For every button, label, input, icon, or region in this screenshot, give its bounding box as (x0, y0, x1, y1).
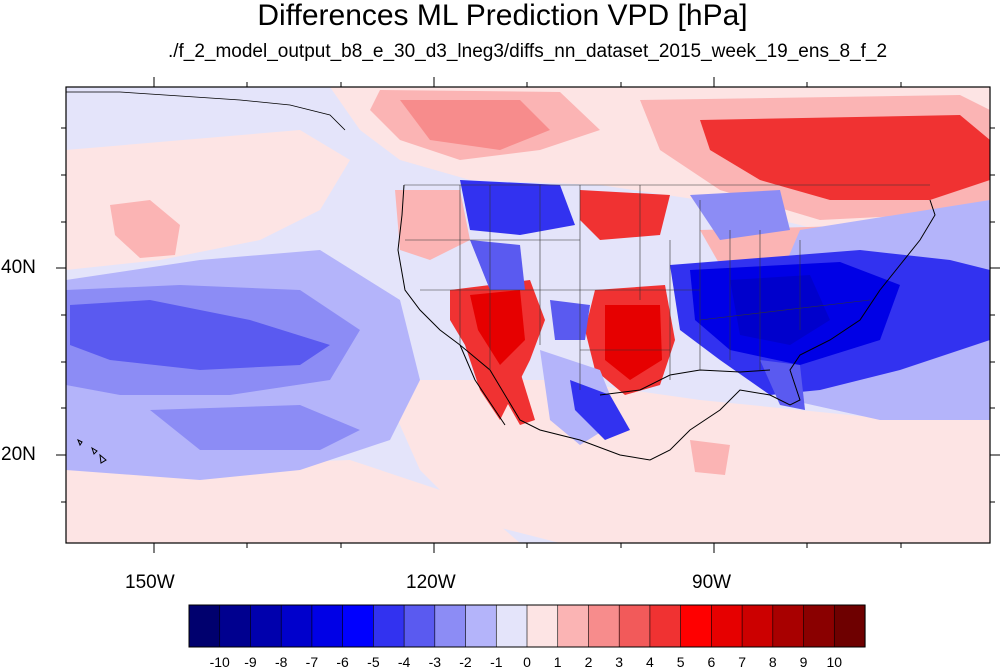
red-southwest-core (470, 290, 525, 365)
blue-rocky (470, 240, 525, 290)
red-canada-west (400, 100, 550, 150)
north-america-coastline (397, 184, 936, 461)
map-title: Differences ML Prediction VPD [hPa] (257, 0, 748, 32)
colorbar-tick-label: 5 (676, 654, 685, 670)
colorbar-swatch (803, 604, 835, 648)
colorbar-swatch (526, 604, 559, 648)
map-subtitle: ./f_2_model_output_b8_e_30_d3_lneg3/diff… (167, 41, 888, 62)
lon-minor-ticks (246, 82, 902, 548)
colorbar-tick-label: -2 (459, 654, 472, 670)
colorbar-swatch (495, 604, 528, 648)
colorbar-tick-label: 6 (707, 654, 716, 670)
blue-mexico-strip (570, 380, 630, 440)
colorbar-swatch (588, 604, 620, 648)
alaska-coast (66, 91, 346, 131)
lon-major-ticks (153, 77, 715, 553)
blue-pacific-core (70, 300, 330, 370)
hawaii-islands (77, 438, 107, 464)
colorbar-swatch (557, 604, 590, 648)
colorbar-tick-label: 2 (584, 654, 593, 670)
colorbar-swatch (280, 604, 313, 648)
lat-label-40n: 40N (1, 257, 36, 278)
colorbar-tick-label: -5 (367, 654, 380, 670)
lat-major-ticks (56, 267, 1000, 456)
blue-new-mexico (550, 300, 590, 340)
colorbar-tick-label: -6 (336, 654, 349, 670)
light-red-mexico (690, 440, 730, 475)
colorbar (188, 604, 866, 648)
colorbar-tick-label: 7 (738, 654, 746, 670)
gulf-coast (599, 369, 771, 396)
colorbar-swatch (250, 604, 282, 648)
colorbar-swatch (311, 604, 344, 648)
colorbar-tick-label: -9 (244, 654, 257, 670)
colorbar-tick-label: 1 (553, 654, 562, 670)
colorbar-tick-label: -4 (397, 654, 411, 670)
colorbar-tick-label: -8 (274, 654, 288, 670)
colorbar-tick-label: 3 (615, 654, 624, 670)
red-northern-plains (580, 190, 670, 240)
lat-minor-ticks (61, 127, 995, 503)
light-blue-pacific-lower (150, 405, 360, 450)
colorbar-swatch (618, 604, 651, 648)
blue-southeast-deep (730, 275, 830, 345)
blue-florida (760, 360, 805, 410)
colorbar-tick-label: -3 (428, 654, 442, 670)
colorbar-frame (188, 604, 866, 648)
colorbar-tick-label: -7 (305, 654, 319, 670)
colorbar-tick-label: -1 (490, 654, 503, 670)
red-canada-center (700, 115, 990, 200)
colorbar-tick-label: 8 (768, 654, 777, 670)
state-borders (404, 184, 930, 390)
colorbar-tick-label: 9 (799, 654, 808, 670)
colorbar-tick-label: 4 (645, 654, 654, 670)
colorbar-swatch (403, 604, 436, 648)
colorbar-tick-label: 0 (523, 654, 531, 670)
light-red-northwest-us (395, 190, 470, 260)
colorbar-tick-label: -10 (209, 654, 230, 670)
colorbar-swatch (188, 604, 221, 648)
colorbar-swatch (465, 604, 497, 648)
baja-coast (459, 344, 506, 426)
red-texas-core (605, 305, 662, 380)
colorbar-tick-label: 10 (826, 654, 843, 670)
colorbar-swatch (649, 604, 682, 648)
lon-label-150w: 150W (125, 572, 175, 593)
colorbar-swatch (741, 604, 774, 648)
light-red-patch-pacific (110, 200, 180, 258)
colorbar-swatch (342, 604, 374, 648)
blue-midwest (690, 190, 790, 240)
lon-label-120w: 120W (406, 572, 456, 593)
vpd-difference-field (66, 87, 990, 543)
colorbar-swatch (434, 604, 467, 648)
colorbar-swatch (219, 604, 252, 648)
pale-red-lower-pacific (66, 460, 520, 543)
colorbar-swatch (772, 604, 805, 648)
colorbar-swatch (833, 604, 866, 648)
colorbar-swatch (680, 604, 712, 648)
blue-northwest-us (460, 180, 575, 235)
colorbar-swatch (711, 604, 743, 648)
colorbar-swatch (373, 604, 405, 648)
lon-label-90w: 90W (692, 572, 732, 593)
lat-label-20n: 20N (1, 444, 36, 465)
